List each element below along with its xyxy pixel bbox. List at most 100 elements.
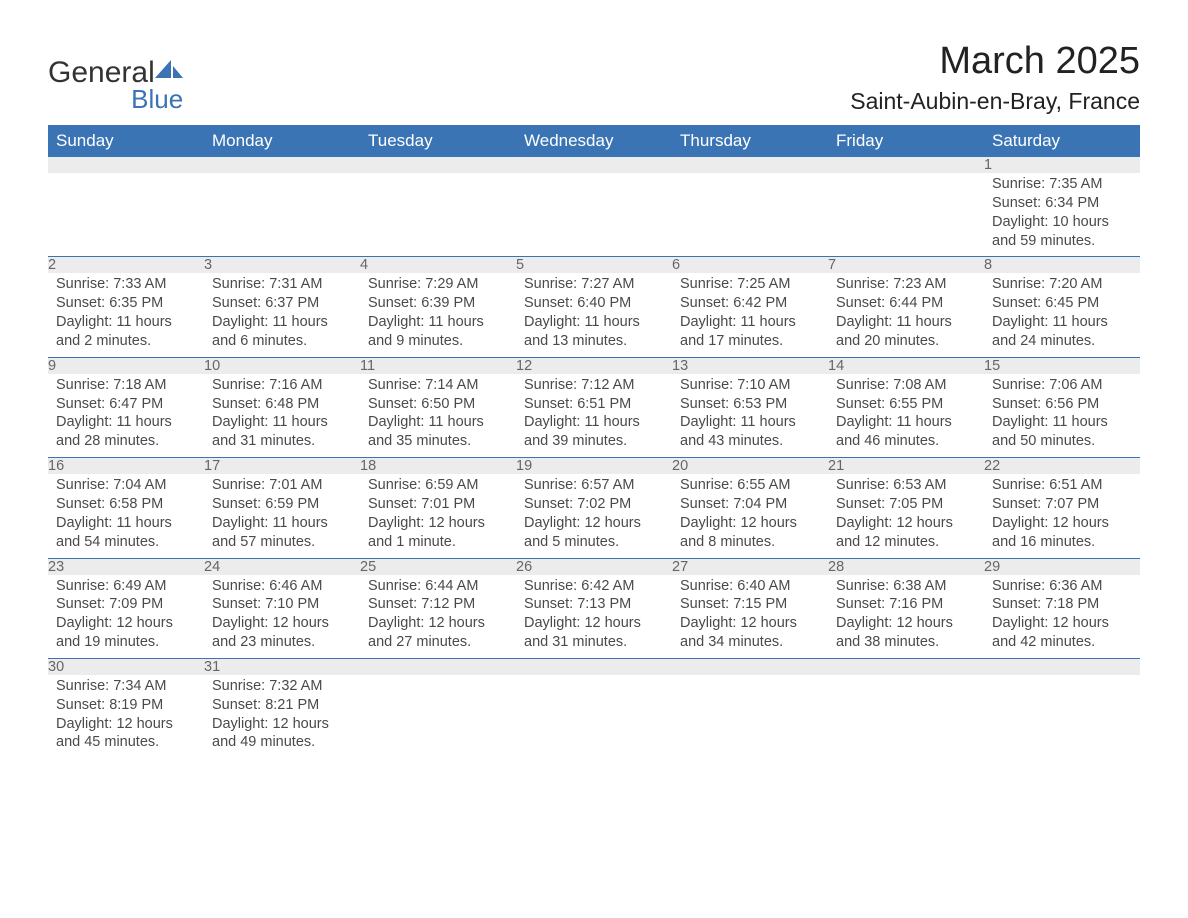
- daynum-row: 2345678: [48, 257, 1140, 274]
- day-number: 6: [672, 257, 828, 274]
- day-cell: Sunrise: 7:29 AMSunset: 6:39 PMDaylight:…: [360, 273, 516, 356]
- day-number: 9: [48, 357, 204, 374]
- day-number: 17: [204, 458, 360, 475]
- day-cell: [828, 675, 984, 683]
- day-cell: Sunrise: 7:16 AMSunset: 6:48 PMDaylight:…: [204, 374, 360, 457]
- weekday-header: Wednesday: [516, 125, 672, 157]
- day-cell: Sunrise: 6:38 AMSunset: 7:16 PMDaylight:…: [828, 575, 984, 658]
- calendar-table: Sunday Monday Tuesday Wednesday Thursday…: [48, 125, 1140, 758]
- day-number: 8: [984, 257, 1140, 274]
- day-cell: [48, 173, 204, 181]
- day-number: 12: [516, 357, 672, 374]
- day-cell: [516, 173, 672, 181]
- day-cell: Sunrise: 7:06 AMSunset: 6:56 PMDaylight:…: [984, 374, 1140, 457]
- day-content-row: Sunrise: 7:35 AMSunset: 6:34 PMDaylight:…: [48, 173, 1140, 257]
- day-cell: Sunrise: 7:01 AMSunset: 6:59 PMDaylight:…: [204, 474, 360, 557]
- day-cell: Sunrise: 7:25 AMSunset: 6:42 PMDaylight:…: [672, 273, 828, 356]
- day-number: [204, 157, 360, 173]
- day-cell: Sunrise: 7:32 AMSunset: 8:21 PMDaylight:…: [204, 675, 360, 758]
- day-number: 25: [360, 558, 516, 575]
- day-number: 18: [360, 458, 516, 475]
- day-number: 21: [828, 458, 984, 475]
- day-number: 13: [672, 357, 828, 374]
- day-number: 31: [204, 658, 360, 675]
- weekday-header: Sunday: [48, 125, 204, 157]
- day-number: 1: [984, 157, 1140, 173]
- day-cell: Sunrise: 7:23 AMSunset: 6:44 PMDaylight:…: [828, 273, 984, 356]
- month-title: March 2025: [850, 40, 1140, 83]
- header: General Blue March 2025 Saint-Aubin-en-B…: [48, 40, 1140, 115]
- day-cell: Sunrise: 6:57 AMSunset: 7:02 PMDaylight:…: [516, 474, 672, 557]
- day-number: 15: [984, 357, 1140, 374]
- day-cell: Sunrise: 7:08 AMSunset: 6:55 PMDaylight:…: [828, 374, 984, 457]
- day-cell: Sunrise: 6:40 AMSunset: 7:15 PMDaylight:…: [672, 575, 828, 658]
- day-cell: Sunrise: 6:51 AMSunset: 7:07 PMDaylight:…: [984, 474, 1140, 557]
- logo: General Blue: [48, 58, 183, 115]
- day-number: 5: [516, 257, 672, 274]
- day-number: 14: [828, 357, 984, 374]
- day-content-row: Sunrise: 7:18 AMSunset: 6:47 PMDaylight:…: [48, 374, 1140, 458]
- day-cell: Sunrise: 7:14 AMSunset: 6:50 PMDaylight:…: [360, 374, 516, 457]
- day-cell: [828, 173, 984, 181]
- day-cell: Sunrise: 7:35 AMSunset: 6:34 PMDaylight:…: [984, 173, 1140, 256]
- weekday-header: Monday: [204, 125, 360, 157]
- day-number: 27: [672, 558, 828, 575]
- weekday-header: Saturday: [984, 125, 1140, 157]
- day-cell: [672, 675, 828, 683]
- day-cell: Sunrise: 6:49 AMSunset: 7:09 PMDaylight:…: [48, 575, 204, 658]
- day-cell: Sunrise: 7:31 AMSunset: 6:37 PMDaylight:…: [204, 273, 360, 356]
- weekday-header: Tuesday: [360, 125, 516, 157]
- daynum-row: 16171819202122: [48, 458, 1140, 475]
- day-number: [672, 658, 828, 675]
- day-number: [828, 658, 984, 675]
- day-cell: Sunrise: 7:20 AMSunset: 6:45 PMDaylight:…: [984, 273, 1140, 356]
- weekday-header: Friday: [828, 125, 984, 157]
- day-number: 23: [48, 558, 204, 575]
- day-cell: Sunrise: 7:34 AMSunset: 8:19 PMDaylight:…: [48, 675, 204, 758]
- day-cell: Sunrise: 6:59 AMSunset: 7:01 PMDaylight:…: [360, 474, 516, 557]
- day-number: [48, 157, 204, 173]
- day-number: [360, 157, 516, 173]
- day-content-row: Sunrise: 7:33 AMSunset: 6:35 PMDaylight:…: [48, 273, 1140, 357]
- daynum-row: 1: [48, 157, 1140, 173]
- day-number: 19: [516, 458, 672, 475]
- day-cell: Sunrise: 7:04 AMSunset: 6:58 PMDaylight:…: [48, 474, 204, 557]
- day-content-row: Sunrise: 6:49 AMSunset: 7:09 PMDaylight:…: [48, 575, 1140, 659]
- day-number: 28: [828, 558, 984, 575]
- day-cell: [360, 173, 516, 181]
- day-number: [516, 157, 672, 173]
- day-number: 26: [516, 558, 672, 575]
- day-number: [360, 658, 516, 675]
- calendar-body: 1Sunrise: 7:35 AMSunset: 6:34 PMDaylight…: [48, 157, 1140, 758]
- day-cell: [360, 675, 516, 683]
- day-cell: Sunrise: 7:27 AMSunset: 6:40 PMDaylight:…: [516, 273, 672, 356]
- day-cell: Sunrise: 6:36 AMSunset: 7:18 PMDaylight:…: [984, 575, 1140, 658]
- day-number: 24: [204, 558, 360, 575]
- location: Saint-Aubin-en-Bray, France: [850, 88, 1140, 115]
- day-number: [672, 157, 828, 173]
- day-number: 20: [672, 458, 828, 475]
- weekday-header-row: Sunday Monday Tuesday Wednesday Thursday…: [48, 125, 1140, 157]
- day-number: 30: [48, 658, 204, 675]
- day-cell: [516, 675, 672, 683]
- day-cell: Sunrise: 7:10 AMSunset: 6:53 PMDaylight:…: [672, 374, 828, 457]
- day-number: 16: [48, 458, 204, 475]
- day-number: 11: [360, 357, 516, 374]
- day-cell: Sunrise: 7:12 AMSunset: 6:51 PMDaylight:…: [516, 374, 672, 457]
- day-number: 2: [48, 257, 204, 274]
- day-cell: [204, 173, 360, 181]
- day-number: 10: [204, 357, 360, 374]
- day-cell: Sunrise: 6:44 AMSunset: 7:12 PMDaylight:…: [360, 575, 516, 658]
- day-number: [516, 658, 672, 675]
- day-number: 4: [360, 257, 516, 274]
- day-cell: Sunrise: 7:33 AMSunset: 6:35 PMDaylight:…: [48, 273, 204, 356]
- day-number: 3: [204, 257, 360, 274]
- day-number: 22: [984, 458, 1140, 475]
- day-cell: Sunrise: 6:55 AMSunset: 7:04 PMDaylight:…: [672, 474, 828, 557]
- day-content-row: Sunrise: 7:34 AMSunset: 8:19 PMDaylight:…: [48, 675, 1140, 758]
- day-number: 7: [828, 257, 984, 274]
- day-cell: Sunrise: 6:53 AMSunset: 7:05 PMDaylight:…: [828, 474, 984, 557]
- day-cell: Sunrise: 6:42 AMSunset: 7:13 PMDaylight:…: [516, 575, 672, 658]
- day-number: [828, 157, 984, 173]
- day-cell: [984, 675, 1140, 683]
